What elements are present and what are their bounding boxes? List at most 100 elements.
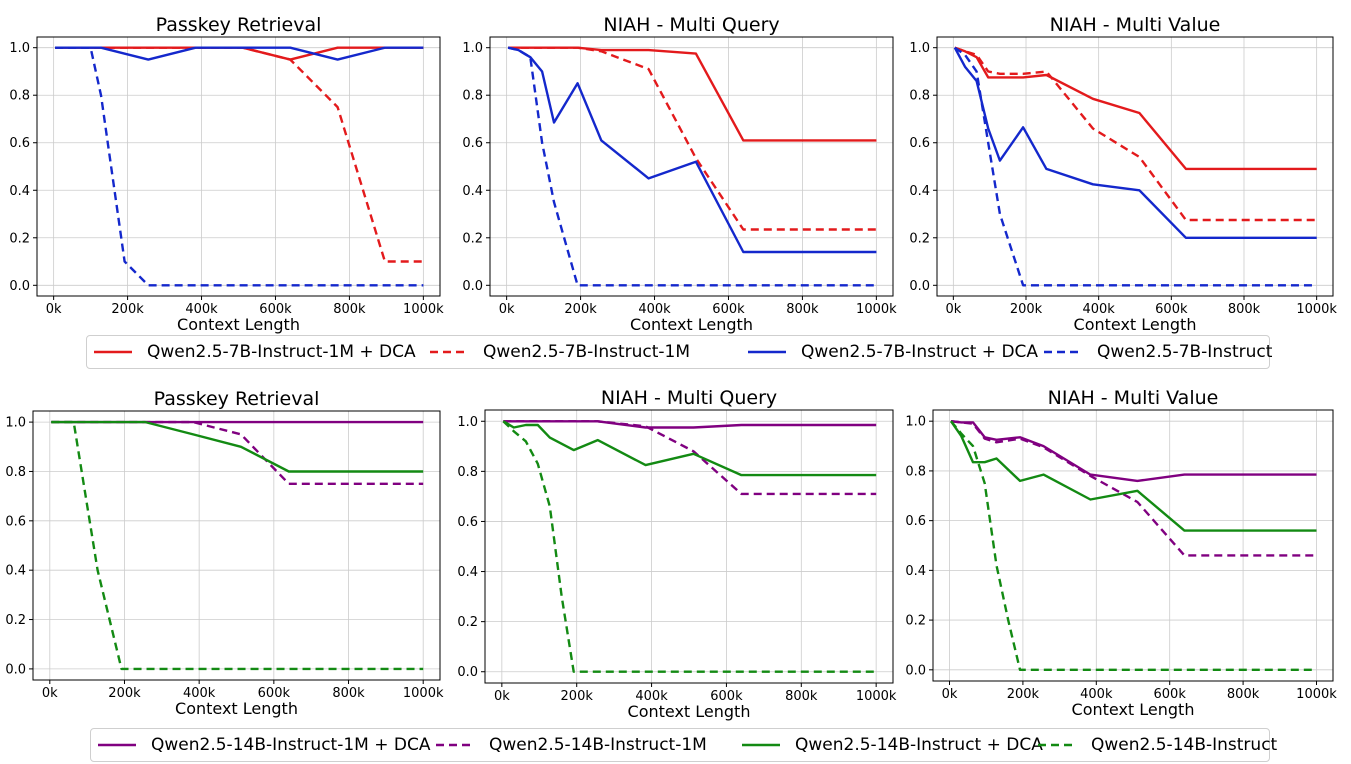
legend-item: Qwen2.5-14B-Instruct [1037,729,1277,761]
x-tick-label: 600k [712,302,745,317]
x-tick-label: 800k [333,302,366,317]
plot-frame [936,36,1334,297]
legend-label: Qwen2.5-7B-Instruct-1M [483,342,691,362]
series-line [503,420,877,429]
legend-item: Qwen2.5-14B-Instruct-1M [435,729,707,761]
series-line [508,46,877,231]
legend-top: Qwen2.5-7B-Instruct-1M + DCA Qwen2.5-7B-I… [86,335,1272,369]
x-tick-label: 600k [1155,302,1188,317]
legend-item: Qwen2.5-14B-Instruct + DCA [741,729,1043,761]
plot-frame [932,409,1334,682]
y-tick-label: 0.8 [5,465,26,480]
y-tick-label: 0.4 [5,564,26,579]
y-tick-label: 0.4 [909,184,930,199]
x-tick-label: 200k [1010,302,1043,317]
y-tick-label: 0.2 [909,231,930,246]
x-tick-label: 400k [635,689,668,704]
chart-title: Passkey Retrieval [154,388,320,410]
legend-item: Qwen2.5-7B-Instruct-1M [429,336,690,368]
y-tick-label: 1.0 [9,41,30,56]
series-line [51,420,424,485]
x-tick-label: 600k [259,302,292,317]
series-line [954,46,1317,222]
x-tick-label: 1000k [1296,687,1337,702]
y-tick-label: 0.6 [905,514,926,529]
x-tick-label: 200k [561,689,594,704]
y-tick-label: 0.0 [462,279,483,294]
x-axis-label: Context Length [630,315,753,334]
y-tick-label: 0.4 [457,565,478,580]
series-line [507,46,877,254]
legend-swatch [436,743,474,747]
legend-swatch [98,743,136,747]
x-tick-label: 400k [183,686,216,701]
legend-swatch [748,350,786,354]
x-tick-label: 0k [46,302,62,317]
y-tick-label: 0.8 [905,464,926,479]
series-line [503,420,877,496]
y-tick-label: 0.6 [5,514,26,529]
y-tick-label: 0.2 [457,615,478,630]
x-tick-label: 1000k [1296,302,1337,317]
y-tick-label: 0.4 [9,184,30,199]
x-tick-label: 800k [1228,302,1261,317]
x-axis-label: Context Length [177,315,300,334]
x-tick-label: 600k [710,689,743,704]
legend-label: Qwen2.5-14B-Instruct-1M + DCA [151,735,431,755]
y-tick-label: 0.0 [5,662,26,677]
chart-3: 0k 200k 400k 600k 800k 1000k 0.0 0.2 0.4 0.6 0.8 1.… [909,14,1337,334]
y-tick-label: 0.2 [905,614,926,629]
x-tick-label: 0k [494,689,510,704]
chart-1: 0k 200k 400k 600k 800k 1000k 0.0 0.2 0.4 0.6 0.8 1.… [9,14,444,334]
y-tick-label: 1.0 [462,41,483,56]
x-tick-label: 800k [786,302,819,317]
x-tick-label: 1000k [856,302,897,317]
x-tick-label: 0k [945,302,961,317]
x-tick-label: 600k [1154,687,1187,702]
chart-title: NIAH - Multi Value [1050,14,1221,36]
y-tick-label: 1.0 [905,415,926,430]
y-tick-label: 0.4 [905,564,926,579]
y-tick-label: 1.0 [909,41,930,56]
x-tick-label: 0k [499,302,515,317]
legend-label: Qwen2.5-14B-Instruct [1091,735,1278,755]
plot-frame [489,36,894,297]
x-tick-label: 1000k [856,689,897,704]
plot-frame [484,409,894,684]
y-tick-label: 0.2 [462,231,483,246]
x-tick-label: 1000k [403,302,444,317]
x-tick-label: 1000k [403,686,444,701]
y-tick-label: 1.0 [5,416,26,431]
legend-item: Qwen2.5-7B-Instruct + DCA [747,336,1038,368]
x-tick-label: 200k [1007,687,1040,702]
legend-item: Qwen2.5-7B-Instruct-1M + DCA [93,336,416,368]
y-tick-label: 0.2 [9,231,30,246]
chart-5: 0k 200k 400k 600k 800k 1000k 0.0 0.2 0.4 0.6 0.8 1.… [457,387,897,721]
x-tick-label: 0k [942,687,958,702]
y-tick-label: 0.0 [9,279,30,294]
y-tick-label: 0.6 [457,515,478,530]
x-tick-label: 200k [108,686,141,701]
x-axis-label: Context Length [628,702,751,721]
x-tick-label: 600k [258,686,291,701]
chart-4: 0k 200k 400k 600k 800k 1000k 0.0 0.2 0.4 0.6 0.8 1.… [5,388,444,718]
legend-label: Qwen2.5-14B-Instruct + DCA [795,735,1043,755]
series-line [51,420,424,473]
series-line [950,420,1317,483]
chart-2: 0k 200k 400k 600k 800k 1000k 0.0 0.2 0.4 0.6 0.8 1.… [462,14,897,334]
y-tick-label: 0.8 [909,89,930,104]
y-tick-label: 1.0 [457,415,478,430]
y-tick-label: 0.6 [9,136,30,151]
legend-swatch [430,350,468,354]
x-tick-label: 800k [1227,687,1260,702]
x-tick-label: 400k [638,302,671,317]
y-tick-label: 0.8 [462,89,483,104]
y-tick-label: 0.2 [5,613,26,628]
series-line [950,420,1317,557]
x-axis-label: Context Length [1072,700,1195,719]
chart-title: Passkey Retrieval [156,14,322,36]
series-line [55,46,424,61]
chart-title: NIAH - Multi Query [601,387,777,409]
x-tick-label: 400k [185,302,218,317]
legend-item: Qwen2.5-14B-Instruct-1M + DCA [97,729,430,761]
